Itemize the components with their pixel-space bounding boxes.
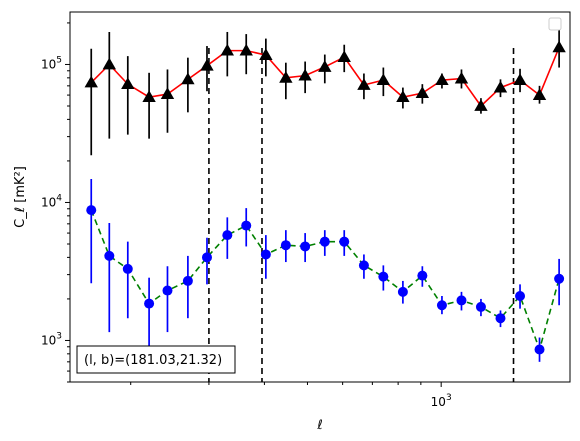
annotation-box: (l, b)=(181.03,21.32) bbox=[76, 345, 236, 374]
series-2-point-18 bbox=[417, 270, 428, 281]
annotation-text: (l, b)=(181.03,21.32) bbox=[84, 353, 222, 368]
series-2-point-23 bbox=[515, 290, 526, 301]
series-2-point-13 bbox=[319, 236, 330, 247]
series-1-point-19 bbox=[435, 73, 449, 86]
series-1-point-22 bbox=[493, 80, 508, 93]
x-tick-label-1-exponent: 3 bbox=[446, 393, 452, 403]
series-2-point-9 bbox=[241, 220, 252, 231]
series-1-point-13 bbox=[318, 60, 332, 72]
series-1-point-8 bbox=[220, 43, 234, 56]
series-2-point-17 bbox=[397, 286, 408, 297]
x-axis-label: ℓ bbox=[316, 418, 322, 433]
y-axis-label: C_ℓ [mK²] bbox=[13, 166, 28, 228]
series-2-point-21 bbox=[475, 301, 486, 312]
series-2-point-10 bbox=[260, 249, 271, 260]
series-2-point-12 bbox=[300, 241, 311, 252]
series-1-point-6 bbox=[181, 72, 195, 85]
series-1-point-1 bbox=[84, 75, 98, 88]
series-1-point-10 bbox=[259, 48, 273, 60]
y-tick-label-2-exponent: 4 bbox=[56, 193, 62, 203]
series-1-point-17 bbox=[396, 90, 410, 103]
series-2-point-7 bbox=[201, 252, 212, 263]
series-2-point-1 bbox=[86, 205, 97, 216]
series-1-point-18 bbox=[415, 86, 430, 99]
series-1-point-3 bbox=[121, 77, 135, 90]
series-2-point-20 bbox=[456, 295, 467, 306]
plot-frame bbox=[69, 11, 571, 383]
series-1-point-11 bbox=[279, 71, 293, 83]
series-1-point-25 bbox=[552, 40, 566, 53]
series-2 bbox=[86, 178, 565, 362]
series-2-point-24 bbox=[534, 344, 545, 355]
series-1-point-24 bbox=[532, 88, 547, 100]
series-1-point-15 bbox=[357, 78, 371, 90]
y-tick-label-3-exponent: 5 bbox=[56, 55, 62, 65]
annotation-frame bbox=[76, 345, 236, 374]
series-2-point-3 bbox=[122, 263, 133, 274]
series-2-point-8 bbox=[222, 230, 233, 241]
legend-box bbox=[548, 17, 562, 31]
series-1-point-20 bbox=[454, 71, 469, 84]
series-1-point-2 bbox=[102, 57, 116, 70]
series-2-point-15 bbox=[358, 260, 369, 271]
series-1-point-21 bbox=[474, 99, 488, 111]
series-1-point-4 bbox=[142, 90, 156, 103]
plot-layer bbox=[84, 28, 566, 382]
series-1-point-16 bbox=[376, 73, 391, 86]
series-2-point-4 bbox=[144, 298, 155, 309]
series-2-point-5 bbox=[162, 285, 173, 296]
series-2-point-16 bbox=[378, 271, 389, 282]
series-2-point-22 bbox=[495, 313, 506, 324]
y-tick-label-1-exponent: 3 bbox=[56, 331, 62, 341]
series-2-point-25 bbox=[554, 273, 565, 284]
series-1-point-9 bbox=[239, 43, 253, 56]
series-2-point-6 bbox=[182, 275, 193, 286]
series-2-point-11 bbox=[280, 240, 291, 251]
series-1-point-14 bbox=[337, 50, 351, 63]
series-2-point-19 bbox=[436, 300, 447, 311]
series-1 bbox=[84, 28, 566, 156]
series-1-point-12 bbox=[298, 68, 312, 81]
series-1-point-7 bbox=[200, 58, 214, 71]
series-2-point-2 bbox=[104, 250, 115, 261]
series-2-point-14 bbox=[339, 236, 350, 247]
series-1-point-23 bbox=[513, 73, 527, 86]
series-1-point-5 bbox=[160, 87, 175, 99]
